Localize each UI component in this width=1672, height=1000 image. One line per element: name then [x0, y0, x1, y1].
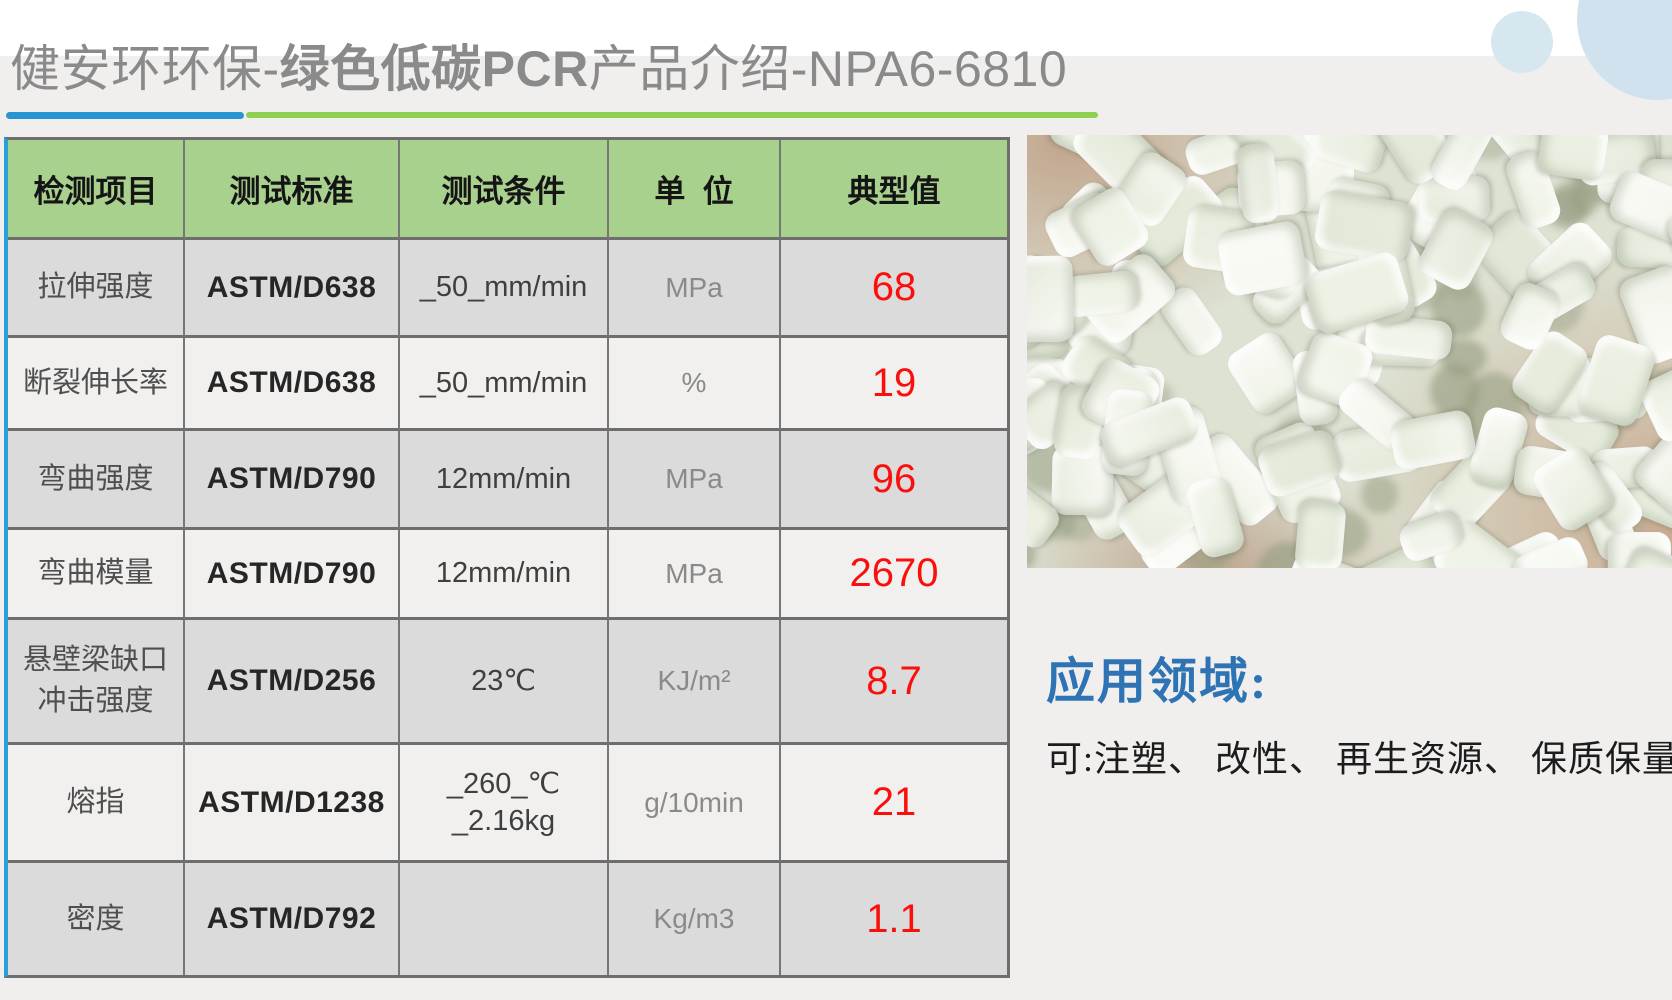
table-row4-condition: 12mm/min: [400, 530, 609, 620]
table-row6-item: 熔指: [8, 745, 185, 863]
pellet: [1574, 331, 1659, 430]
title-underline: [6, 112, 1098, 119]
table-row1-item: 拉伸强度: [8, 240, 185, 338]
table-row3-standard: ASTM/D790: [185, 431, 400, 530]
table-row1-condition: _50_mm/min: [400, 240, 609, 338]
table-row7-unit: Kg/m3: [609, 863, 781, 975]
decorative-circle-small: [1491, 11, 1553, 73]
table-row3-value: 96: [781, 431, 1007, 530]
table-row7-standard: ASTM/D792: [185, 863, 400, 975]
table-header-col1: 检测项目: [8, 140, 185, 240]
table-row6-standard: ASTM/D1238: [185, 745, 400, 863]
top-white-strip: [0, 0, 1672, 56]
table-row4-item: 弯曲模量: [8, 530, 185, 620]
table-row5-unit: KJ/m²: [609, 620, 781, 745]
table-row4-standard: ASTM/D790: [185, 530, 400, 620]
table-header-col3: 测试条件: [400, 140, 609, 240]
table-row2-item: 断裂伸长率: [8, 338, 185, 431]
table-row5-condition: 23℃: [400, 620, 609, 745]
table-row2-condition: _50_mm/min: [400, 338, 609, 431]
title-green-lowcarbon: 绿色低碳: [279, 41, 482, 97]
table-row4-unit: MPa: [609, 530, 781, 620]
title-pcr: PCR: [481, 41, 589, 97]
table-row2-unit: %: [609, 338, 781, 431]
table-row4-value: 2670: [781, 530, 1007, 620]
table-row3-condition: 12mm/min: [400, 431, 609, 530]
title-product-code: 产品介绍-NPA6-6810: [588, 41, 1068, 97]
title-underline-blue: [6, 112, 244, 119]
table-row7-value: 1.1: [781, 863, 1007, 975]
table-row1-value: 68: [781, 240, 1007, 338]
decorative-circle-large: [1577, 0, 1672, 100]
pellet: [1027, 255, 1074, 343]
table-row7-condition: [400, 863, 609, 975]
table-row2-standard: ASTM/D638: [185, 338, 400, 431]
table-row3-item: 弯曲强度: [8, 431, 185, 530]
table-row3-unit: MPa: [609, 431, 781, 530]
table-row6-condition: _260_℃ _2.16kg: [400, 745, 609, 863]
table-row6-value: 21: [781, 745, 1007, 863]
table-header-col4: 单 位: [609, 140, 781, 240]
table-row1-standard: ASTM/D638: [185, 240, 400, 338]
table-row5-standard: ASTM/D256: [185, 620, 400, 745]
table-row7-item: 密度: [8, 863, 185, 975]
spec-table-grid: 检测项目 测试标准 测试条件单 位典型值拉伸强度 ASTM/D638 _50_mm/mi…: [8, 140, 1007, 975]
table-header-col5: 典型值: [781, 140, 1007, 240]
title-underline-green: [246, 112, 1098, 118]
product-pellets-photo: [1027, 135, 1672, 568]
table-row2-value: 19: [781, 338, 1007, 431]
pellet-shadow-gap: [1027, 539, 1037, 568]
pellet: [1293, 499, 1347, 568]
table-row5-value: 8.7: [781, 620, 1007, 745]
table-row1-unit: MPa: [609, 240, 781, 338]
table-row6-unit: g/10min: [609, 745, 781, 863]
application-body: 可:注塑、 改性、 再生资源、 保质保量: [1046, 739, 1672, 779]
page-title: 健安环环保-绿色低碳PCR产品介绍-NPA6-6810: [10, 42, 1067, 97]
title-company: 健安环环保-: [10, 41, 280, 97]
table-row5-item: 悬壁梁缺口 冲击强度: [8, 620, 185, 745]
application-heading: 应用领域:: [1046, 654, 1269, 709]
pellet-shadow-gap: [1361, 474, 1399, 514]
table-header-col2: 测试标准: [185, 140, 400, 240]
spec-table: 检测项目 测试标准 测试条件单 位典型值拉伸强度 ASTM/D638 _50_mm/mi…: [4, 137, 1010, 978]
